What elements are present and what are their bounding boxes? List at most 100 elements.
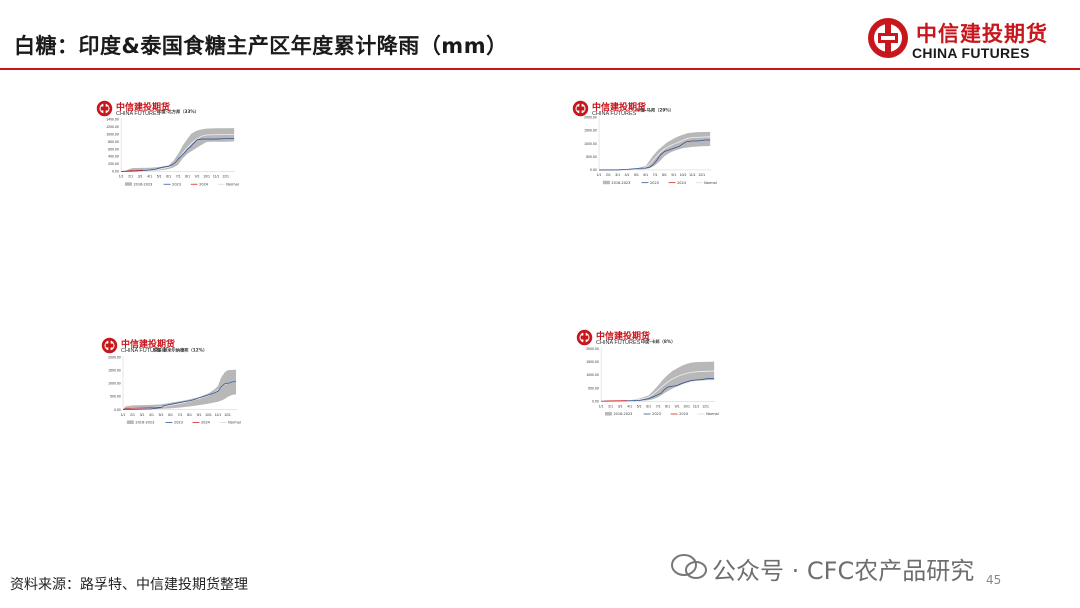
- legend-label: 2023: [174, 421, 183, 425]
- brand-name-cn: 中信建投期货: [916, 22, 1048, 46]
- y-tick-label: 800.00: [108, 140, 119, 144]
- brand-name-en: CHINA FUTURES: [912, 45, 1030, 61]
- x-tick-label: 7/1: [653, 173, 658, 177]
- x-tick-label: 9/1: [195, 175, 200, 179]
- x-tick-label: 7/1: [656, 404, 661, 408]
- legend-label: 2016-2023: [611, 181, 630, 185]
- chart-svg: [95, 335, 565, 575]
- x-tick-label: 4/1: [147, 175, 152, 179]
- x-tick-label: 12/1: [222, 175, 229, 179]
- x-tick-label: 3/1: [615, 173, 620, 177]
- y-tick-label: 200.00: [108, 162, 119, 166]
- x-tick-label: 3/1: [618, 404, 623, 408]
- x-tick-label: 11/1: [689, 173, 696, 177]
- panel-logo: 印度-卡邦（8%） 0.00 500.00 1000.00 1500.00 2000.00…: [576, 329, 719, 416]
- panel-logo: 印度-泰米尔纳德邦（12%） 0.00 500.00 1000.00 1500.00 20…: [101, 337, 241, 425]
- legend-label: Normal: [704, 181, 717, 185]
- x-tick-label: 2/1: [608, 404, 613, 408]
- legend-label: 2016-2023: [613, 412, 632, 416]
- x-tick-label: 8/1: [187, 413, 192, 417]
- panel-logo-cn: 中信建投期货: [116, 103, 171, 113]
- chart-svg: [90, 95, 560, 335]
- chart-title: 印度-泰米尔纳德邦（12%）: [153, 346, 207, 353]
- series-2023: [123, 381, 237, 411]
- x-tick-label: 1/1: [119, 175, 124, 179]
- legend-label: 2024: [679, 412, 689, 416]
- legend-label: Normal: [226, 182, 239, 186]
- slide-title: 白糖：印度&泰国食糖主产区年度累计降雨（mm）: [14, 34, 508, 58]
- china-futures-logo-icon: 印度-北方邦（33%） 0.00 200.00 400.00 600.00 800.00 1…: [96, 100, 239, 186]
- legend-swatch: [604, 412, 612, 416]
- x-tick-label: 7/1: [176, 175, 181, 179]
- watermark-text: 公众号 · CFC农产品研究: [712, 557, 975, 585]
- y-tick-label: 2000.00: [584, 116, 597, 120]
- x-tick-label: 10/1: [203, 175, 210, 179]
- x-tick-label: 11/1: [215, 413, 222, 417]
- legend-label: 2016-2023: [133, 182, 152, 186]
- y-tick-label: 1200.00: [106, 125, 119, 129]
- china-futures-logo-icon: 印度-卡邦（8%） 0.00 500.00 1000.00 1500.00 2000.00…: [576, 329, 719, 416]
- legend-label: 2023: [172, 182, 181, 186]
- y-tick-label: 1500.00: [108, 368, 121, 372]
- series-2024: [601, 400, 627, 402]
- x-tick-label: 9/1: [671, 173, 676, 177]
- series-normal: [601, 370, 715, 402]
- x-tick-label: 4/1: [625, 173, 630, 177]
- y-tick-label: 1500.00: [586, 360, 599, 364]
- x-tick-label: 9/1: [197, 413, 202, 417]
- series-2023: [601, 377, 715, 402]
- panel-logo: 印度-北方邦（33%） 0.00 200.00 400.00 600.00 800.00 1…: [96, 100, 239, 186]
- brand-header: 中信建投期货 CHINA FUTURES: [866, 16, 1076, 64]
- y-tick-label: 600.00: [108, 147, 119, 151]
- wechat-icon: [671, 554, 707, 579]
- series-2023: [599, 139, 711, 171]
- range-band-2016-2023: [601, 361, 715, 402]
- legend-swatch: [602, 180, 610, 185]
- legend-swatch: [124, 182, 132, 186]
- x-tick-label: 6/1: [166, 175, 171, 179]
- y-tick-label: 1400.00: [106, 117, 119, 121]
- chart-title: 印度-卡邦（8%）: [641, 338, 675, 345]
- x-tick-label: 6/1: [646, 404, 651, 408]
- legend-label: 2024: [201, 421, 211, 425]
- x-tick-label: 2/1: [130, 413, 135, 417]
- range-band-2016-2023: [599, 131, 711, 170]
- x-tick-label: 2/1: [128, 175, 133, 179]
- x-tick-label: 11/1: [213, 175, 220, 179]
- chart-panel-maharashtra: 印度-马邦（29%） 0.00 500.00 1000.00 1500.00 2000.0…: [568, 95, 1038, 335]
- x-tick-label: 9/1: [675, 404, 680, 408]
- china-futures-logo-icon: 印度-马邦（29%） 0.00 500.00 1000.00 1500.00 2000.0…: [572, 100, 717, 185]
- china-futures-logo-icon: [868, 18, 908, 58]
- x-tick-label: 2/1: [606, 173, 611, 177]
- legend-swatch: [126, 420, 134, 424]
- y-tick-label: 0.00: [114, 408, 121, 412]
- chart-title: 印度-马邦（29%）: [636, 107, 673, 114]
- y-tick-label: 1000.00: [586, 373, 599, 377]
- series-2024: [121, 169, 143, 172]
- y-tick-label: 400.00: [108, 155, 119, 159]
- legend-label: Normal: [706, 412, 719, 416]
- legend-label: Normal: [228, 421, 241, 425]
- panel-logo: 印度-马邦（29%） 0.00 500.00 1000.00 1500.00 2000.0…: [572, 100, 717, 185]
- x-tick-label: 10/1: [205, 413, 212, 417]
- x-tick-label: 3/1: [138, 175, 143, 179]
- x-tick-label: 8/1: [662, 173, 667, 177]
- x-tick-label: 1/1: [599, 404, 604, 408]
- x-tick-label: 10/1: [680, 173, 687, 177]
- legend-label: 2024: [199, 182, 209, 186]
- panel-logo-cn: 中信建投期货: [121, 340, 176, 350]
- y-tick-label: 1000.00: [108, 382, 121, 386]
- y-tick-label: 1500.00: [584, 129, 597, 133]
- chart-panel-up: 印度-北方邦（33%） 0.00 200.00 400.00 600.00 800.00 1…: [90, 95, 560, 335]
- x-tick-label: 5/1: [634, 173, 639, 177]
- y-tick-label: 500.00: [110, 395, 121, 399]
- y-tick-label: 0.00: [592, 399, 599, 403]
- chart-panel-tamil-nadu: 印度-泰米尔纳德邦（12%） 0.00 500.00 1000.00 1500.00 20…: [95, 335, 565, 575]
- series-2023: [121, 138, 235, 172]
- x-tick-label: 5/1: [157, 175, 162, 179]
- source-note: 资料来源：路孚特、中信建投期货整理: [10, 577, 248, 593]
- series-2024: [122, 406, 162, 410]
- x-tick-label: 12/1: [698, 173, 705, 177]
- y-tick-label: 1000.00: [106, 132, 119, 136]
- chart-title: 印度-北方邦（33%）: [157, 108, 199, 115]
